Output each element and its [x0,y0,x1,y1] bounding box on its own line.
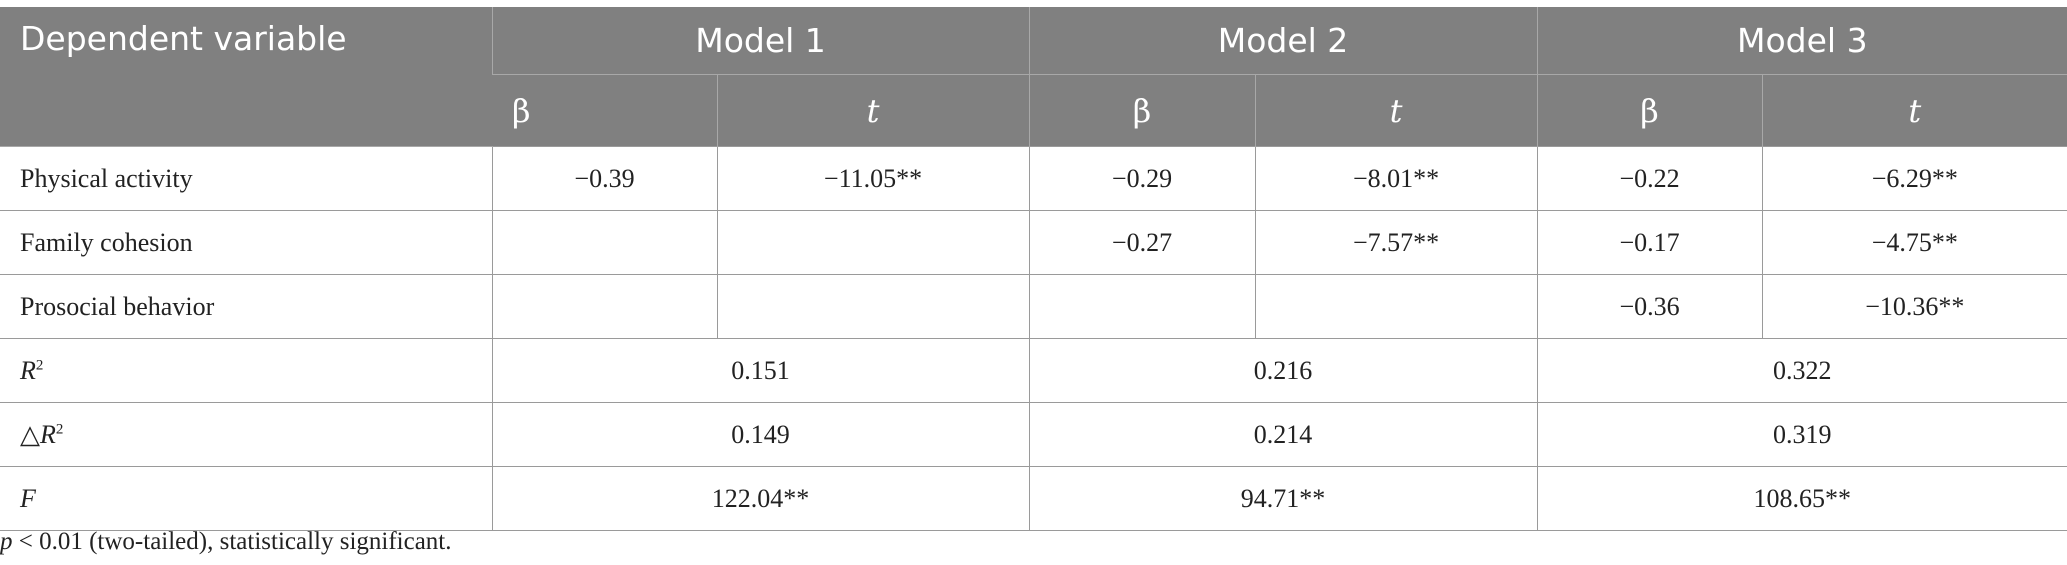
summary-cell: 0.151 [491,338,1030,403]
cell: −4.75** [1761,210,2067,275]
subheader: β [1536,74,1763,147]
row-label: Prosocial behavior [0,274,493,339]
summary-row: R2 0.151 0.216 0.322 [0,338,2067,403]
cell [716,274,1030,339]
cell [491,274,718,339]
summary-cell: 94.71** [1028,466,1538,531]
summary-row: F 122.04** 94.71** 108.65** [0,466,2067,531]
header-title: Dependent variable [0,7,492,147]
subheader: β [1028,74,1256,147]
summary-cell: 0.149 [491,402,1030,467]
subheader: t [1761,74,2067,147]
cell: −10.36** [1761,274,2067,339]
cell: −8.01** [1254,146,1538,211]
summary-cell: 0.319 [1536,402,2067,467]
footnote-symbol: p [0,528,13,555]
data-row: Family cohesion −0.27 −7.57** −0.17 −4.75** [0,210,2067,275]
cell [716,210,1030,275]
header-row: Dependent variable Model 1 Model 2 Model 3 [0,7,2067,147]
subheader: t [1254,74,1538,147]
cell: −6.29** [1761,146,2067,211]
row-label: Physical activity [0,146,493,211]
cell: −0.22 [1536,146,1763,211]
subheader: β [492,74,717,147]
cell [491,210,718,275]
cell [1254,274,1538,339]
row-label: F [0,466,493,531]
row-label: R2 [0,338,493,403]
summary-cell: 108.65** [1536,466,2067,531]
label-sup: 2 [35,356,44,373]
label-prefix: △ [20,419,40,449]
summary-cell: 122.04** [491,466,1030,531]
cell: −7.57** [1254,210,1538,275]
data-row: Prosocial behavior −0.36 −10.36** [0,274,2067,339]
row-label: △R2 [0,402,493,467]
cell: −0.39 [491,146,718,211]
cell: −11.05** [716,146,1030,211]
subheader: t [716,74,1030,147]
label-sup: 2 [55,420,64,437]
data-row: Physical activity −0.39 −11.05** −0.29 −8.01… [0,146,2067,211]
cell [1028,274,1256,339]
footnote-text: < 0.01 (two-tailed), statistically signi… [12,528,452,555]
model-header: Model 1 [491,7,1030,75]
cell: −0.36 [1536,274,1763,339]
label-base: R [40,419,56,449]
row-label: Family cohesion [0,210,493,275]
footnote: p < 0.01 (two-tailed), statistically sig… [0,528,452,556]
summary-row: △R2 0.149 0.214 0.319 [0,402,2067,467]
label-base: R [20,355,36,385]
summary-cell: 0.216 [1028,338,1538,403]
cell: −0.17 [1536,210,1763,275]
cell: −0.27 [1028,210,1256,275]
summary-cell: 0.322 [1536,338,2067,403]
summary-cell: 0.214 [1028,402,1538,467]
model-header: Model 3 [1536,7,2067,75]
label-base: F [20,483,36,513]
cell: −0.29 [1028,146,1256,211]
model-header: Model 2 [1028,7,1538,75]
